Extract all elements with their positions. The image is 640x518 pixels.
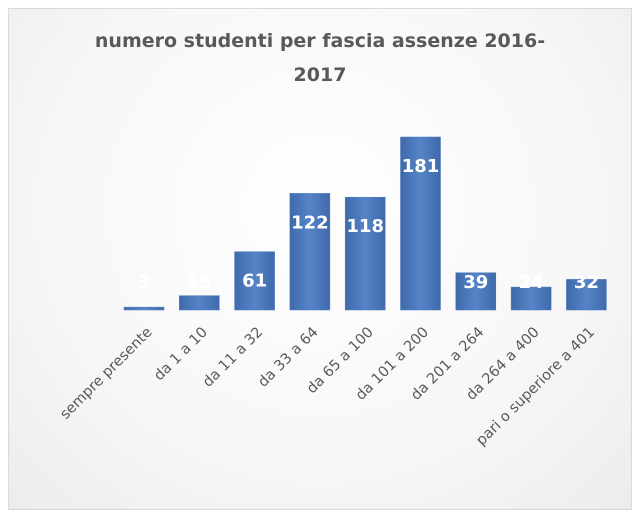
x-tick-label: da 1 a 10 [151,324,211,384]
value-label: 24 [519,272,544,293]
value-label: 122 [291,212,329,233]
x-tick-label: sempre presente [57,324,155,422]
bar [566,279,607,311]
bar [289,193,331,311]
bar [510,286,552,311]
bar [455,272,497,311]
chart-title: numero studenti per fascia assenze 2016-… [94,30,546,86]
value-label: 61 [242,271,267,292]
value-label: 32 [574,272,599,293]
bar [344,196,386,311]
bar [234,251,275,311]
bar [400,136,441,311]
value-label: 3 [138,272,151,293]
value-label: 181 [402,156,440,177]
value-label: 15 [187,272,212,293]
value-label: 39 [463,272,488,293]
bar [179,295,220,311]
x-tick-label: pari o superiore a 401 [473,324,598,449]
value-label: 118 [346,216,384,237]
bar [123,306,165,311]
